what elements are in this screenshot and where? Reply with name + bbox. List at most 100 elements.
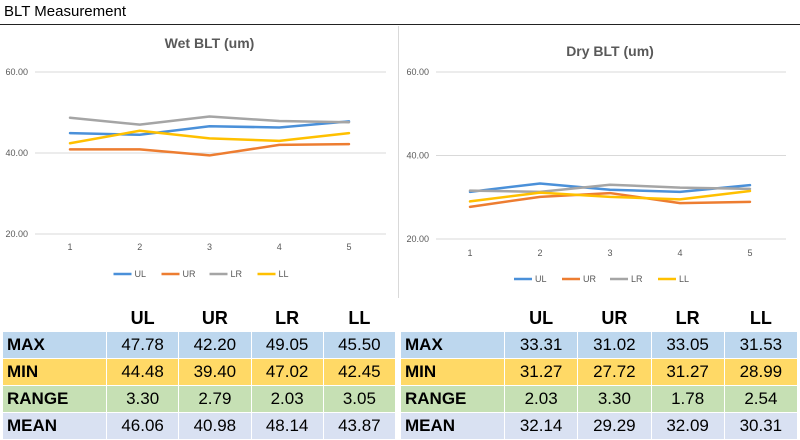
table-cell: 3.30 xyxy=(105,385,180,413)
x-tick-label: 2 xyxy=(537,248,542,258)
wet-blt-chart-panel: Wet BLT (um) 20.00 40.00 60.00 1 2 3 4 5 UL UR LR LL xyxy=(0,26,399,298)
table-cell: 2.03 xyxy=(503,385,579,413)
table-cell: 49.05 xyxy=(250,331,324,359)
table-cell: 29.29 xyxy=(577,412,652,440)
table-cell: 31.53 xyxy=(723,331,799,359)
x-tick-label: 4 xyxy=(277,242,282,252)
table-cell: 43.87 xyxy=(322,412,397,440)
x-tick-label: 1 xyxy=(67,242,72,252)
legend-label-lr: LR xyxy=(631,274,643,284)
table-cell: 39.40 xyxy=(178,358,252,386)
table-cell: 33.31 xyxy=(503,331,579,359)
table-header-cell: LL xyxy=(723,304,799,332)
dry-blt-chart: Dry BLT (um) 20.00 40.00 60.00 1 2 3 4 5 UL UR LR LL xyxy=(406,43,786,284)
row-label: MEAN xyxy=(400,412,505,440)
series-line-ll xyxy=(468,189,752,203)
series-line-ul xyxy=(468,182,752,194)
y-tick-label: 40.00 xyxy=(406,151,429,161)
row-label: RANGE xyxy=(2,385,107,413)
table-cell: 28.99 xyxy=(723,358,799,386)
table-cell: 47.02 xyxy=(250,358,324,386)
series-line-ur xyxy=(68,142,351,157)
table-row-min: MIN 31.27 27.72 31.27 28.99 xyxy=(400,358,799,386)
table-header-cell: LR xyxy=(250,304,324,332)
x-tick-label: 5 xyxy=(346,242,351,252)
table-cell: 44.48 xyxy=(105,358,180,386)
table-cell: 42.45 xyxy=(322,358,397,386)
table-cell: 48.14 xyxy=(250,412,324,440)
table-cell: 2.79 xyxy=(178,385,252,413)
y-tick-label: 40.00 xyxy=(5,148,28,158)
wet-blt-stats-table: UL UR LR LL MAX 47.78 42.20 49.05 45.50 … xyxy=(2,304,397,440)
table-cell: 33.05 xyxy=(650,331,725,359)
y-tick-label: 60.00 xyxy=(406,67,429,77)
table-header-cell: UL xyxy=(503,304,579,332)
table-header-cell: UL xyxy=(105,304,180,332)
table-header-cell xyxy=(2,304,107,332)
row-label: MIN xyxy=(400,358,505,386)
legend-label-ll: LL xyxy=(279,269,289,279)
legend-label-ul: UL xyxy=(535,274,547,284)
dry-blt-stats-table: UL UR LR LL MAX 33.31 31.02 33.05 31.53 … xyxy=(400,304,799,440)
wet-blt-chart: Wet BLT (um) 20.00 40.00 60.00 1 2 3 4 5 UL UR LR LL xyxy=(5,35,386,279)
table-cell: 31.27 xyxy=(650,358,725,386)
row-label: MAX xyxy=(400,331,505,359)
table-cell: 3.05 xyxy=(322,385,397,413)
legend-label-ur: UR xyxy=(583,274,596,284)
table-header-cell: UR xyxy=(577,304,652,332)
table-row-max: MAX 33.31 31.02 33.05 31.53 xyxy=(400,331,799,359)
page-header: BLT Measurement xyxy=(0,0,800,25)
legend-label-ul: UL xyxy=(135,269,147,279)
table-header-row: UL UR LR LL xyxy=(400,304,799,332)
table-cell: 46.06 xyxy=(105,412,180,440)
table-row-mean: MEAN 32.14 29.29 32.09 30.31 xyxy=(400,412,799,440)
table-cell: 27.72 xyxy=(577,358,652,386)
y-tick-label: 20.00 xyxy=(5,229,28,239)
dry-blt-chart-panel: Dry BLT (um) 20.00 40.00 60.00 1 2 3 4 5 UL UR LR LL xyxy=(400,26,798,298)
table-cell: 32.09 xyxy=(650,412,725,440)
table-header-cell: UR xyxy=(178,304,252,332)
legend-label-ll: LL xyxy=(679,274,689,284)
x-tick-label: 4 xyxy=(677,248,682,258)
table-cell: 1.78 xyxy=(650,385,725,413)
table-cell: 40.98 xyxy=(178,412,252,440)
table-row-max: MAX 47.78 42.20 49.05 45.50 xyxy=(2,331,397,359)
table-header-cell: LL xyxy=(322,304,397,332)
table-row-min: MIN 44.48 39.40 47.02 42.45 xyxy=(2,358,397,386)
table-header-row: UL UR LR LL xyxy=(2,304,397,332)
x-tick-label: 2 xyxy=(137,242,142,252)
row-label: MEAN xyxy=(2,412,107,440)
table-cell: 47.78 xyxy=(105,331,180,359)
table-cell: 32.14 xyxy=(503,412,579,440)
table-cell: 2.03 xyxy=(250,385,324,413)
chart-title: Wet BLT (um) xyxy=(165,35,255,51)
table-header-cell: LR xyxy=(650,304,725,332)
table-cell: 42.20 xyxy=(178,331,252,359)
series-line-lr xyxy=(468,183,752,194)
table-row-range: RANGE 3.30 2.79 2.03 3.05 xyxy=(2,385,397,413)
x-tick-label: 1 xyxy=(467,248,472,258)
row-label: MIN xyxy=(2,358,107,386)
legend-label-ur: UR xyxy=(183,269,196,279)
row-label: RANGE xyxy=(400,385,505,413)
table-cell: 3.30 xyxy=(577,385,652,413)
series-line-ll xyxy=(68,129,351,145)
y-tick-label: 20.00 xyxy=(406,234,429,244)
table-cell: 45.50 xyxy=(322,331,397,359)
series-line-ul xyxy=(68,120,351,137)
table-cell: 31.02 xyxy=(577,331,652,359)
table-header-cell xyxy=(400,304,505,332)
table-cell: 2.54 xyxy=(723,385,799,413)
x-tick-label: 5 xyxy=(747,248,752,258)
table-row-range: RANGE 2.03 3.30 1.78 2.54 xyxy=(400,385,799,413)
chart-title: Dry BLT (um) xyxy=(566,43,654,59)
series-line-lr xyxy=(68,115,351,126)
x-tick-label: 3 xyxy=(207,242,212,252)
x-tick-label: 3 xyxy=(607,248,612,258)
y-tick-label: 60.00 xyxy=(5,67,28,77)
series-line-ur xyxy=(468,191,752,209)
legend-label-lr: LR xyxy=(231,269,243,279)
page-title: BLT Measurement xyxy=(4,3,126,20)
table-cell: 30.31 xyxy=(723,412,799,440)
table-row-mean: MEAN 46.06 40.98 48.14 43.87 xyxy=(2,412,397,440)
